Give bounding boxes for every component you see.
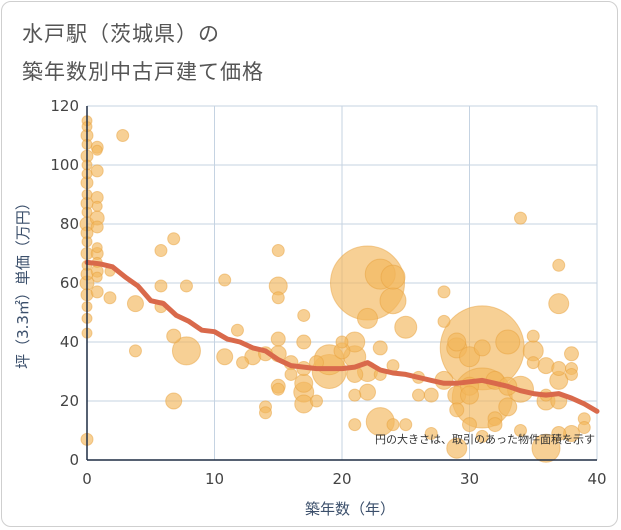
data-bubble bbox=[446, 437, 468, 459]
data-bubble bbox=[218, 273, 232, 287]
data-bubble bbox=[91, 271, 103, 283]
x-tick-label: 10 bbox=[205, 470, 224, 488]
data-bubble bbox=[552, 258, 566, 272]
trend-layer bbox=[84, 259, 600, 414]
data-bubble bbox=[236, 356, 250, 370]
data-bubble bbox=[167, 232, 181, 246]
data-bubble bbox=[551, 361, 567, 377]
data-bubble bbox=[284, 367, 298, 381]
data-bubble bbox=[103, 291, 117, 305]
data-bubble bbox=[294, 373, 314, 393]
data-bubble bbox=[394, 315, 418, 339]
data-bubble bbox=[348, 388, 362, 402]
data-bubble bbox=[271, 244, 285, 258]
data-bubble bbox=[412, 388, 425, 402]
data-bubble bbox=[487, 417, 503, 433]
data-bubble bbox=[296, 334, 312, 350]
data-bubble bbox=[526, 329, 540, 343]
y-tick-label: 20 bbox=[60, 392, 79, 410]
data-bubble bbox=[372, 340, 388, 356]
data-bubble bbox=[380, 264, 406, 290]
data-bubble bbox=[537, 357, 555, 375]
y-tick-label: 80 bbox=[60, 215, 79, 233]
data-bubble bbox=[473, 339, 491, 357]
data-bubble bbox=[577, 421, 591, 435]
data-bubble bbox=[335, 335, 349, 349]
data-bubble bbox=[424, 426, 438, 440]
y-tick-label: 60 bbox=[60, 274, 79, 292]
x-tick-label: 20 bbox=[332, 470, 351, 488]
y-tick-label: 100 bbox=[50, 156, 79, 174]
bubble-layer bbox=[79, 115, 591, 463]
data-bubble bbox=[462, 417, 477, 433]
data-bubble bbox=[91, 200, 103, 212]
data-bubble bbox=[437, 314, 451, 328]
data-bubble bbox=[297, 308, 311, 322]
data-bubble bbox=[166, 328, 182, 344]
data-bubble bbox=[216, 348, 234, 366]
x-tick-label: 30 bbox=[460, 470, 479, 488]
data-bubble bbox=[357, 307, 378, 329]
grid-lines bbox=[87, 105, 598, 460]
size-note: 円の大きさは、取引のあった物件面積を示す bbox=[375, 432, 595, 446]
data-bubble bbox=[386, 418, 400, 432]
data-bubble bbox=[460, 385, 479, 405]
y-axis-title: 坪（3.3㎡）単価（万円） bbox=[14, 195, 32, 369]
data-bubble bbox=[526, 356, 540, 370]
data-bubble bbox=[514, 211, 527, 225]
data-bubble bbox=[310, 394, 323, 408]
x-axis-title: 築年数（年） bbox=[305, 500, 395, 518]
x-tick-label: 40 bbox=[587, 470, 606, 488]
data-bubble bbox=[498, 397, 518, 417]
data-bubble bbox=[495, 329, 521, 355]
y-tick-label: 0 bbox=[69, 451, 79, 469]
data-bubble bbox=[475, 429, 489, 443]
data-bubble bbox=[348, 418, 362, 432]
data-bubble bbox=[548, 293, 570, 315]
data-bubble bbox=[294, 394, 314, 414]
data-bubble bbox=[399, 418, 413, 432]
chart-title-line2: 築年数別中古戸建て価格 bbox=[22, 60, 264, 84]
data-bubble bbox=[359, 383, 376, 401]
data-bubble bbox=[179, 279, 193, 293]
data-bubble bbox=[171, 336, 201, 366]
data-bubble bbox=[90, 164, 104, 178]
data-bubble bbox=[565, 367, 578, 381]
data-bubble bbox=[447, 332, 467, 352]
data-bubble bbox=[531, 433, 561, 463]
data-bubble bbox=[271, 382, 285, 396]
data-bubble bbox=[90, 285, 104, 299]
data-bubble bbox=[564, 346, 579, 362]
data-bubble bbox=[91, 242, 103, 254]
data-bubble bbox=[459, 346, 480, 368]
data-bubble bbox=[423, 387, 439, 403]
data-bubble bbox=[90, 220, 104, 234]
data-bubble bbox=[270, 331, 286, 347]
data-bubble bbox=[154, 279, 168, 293]
y-tick-label: 120 bbox=[50, 97, 79, 115]
data-bubble bbox=[551, 425, 567, 441]
data-bubble bbox=[126, 295, 144, 313]
data-bubble bbox=[230, 323, 244, 337]
chart-title-line1: 水戸駅（茨城県）の bbox=[22, 22, 220, 46]
y-tick-label: 40 bbox=[60, 333, 79, 351]
data-bubble bbox=[154, 244, 168, 258]
x-tick-label: 0 bbox=[82, 470, 92, 488]
data-bubble bbox=[379, 287, 407, 315]
data-bubble bbox=[437, 285, 451, 299]
data-bubble bbox=[128, 344, 142, 358]
data-bubble bbox=[91, 144, 103, 156]
data-bubble bbox=[514, 424, 527, 437]
data-bubble bbox=[271, 291, 285, 305]
data-bubble bbox=[116, 129, 130, 142]
axes: 0 10 20 30 40 0 20 40 60 80 100 120 bbox=[50, 97, 606, 488]
data-bubble bbox=[165, 392, 183, 410]
data-bubble bbox=[259, 406, 272, 420]
data-bubble bbox=[449, 402, 465, 418]
trend-line bbox=[84, 259, 600, 414]
